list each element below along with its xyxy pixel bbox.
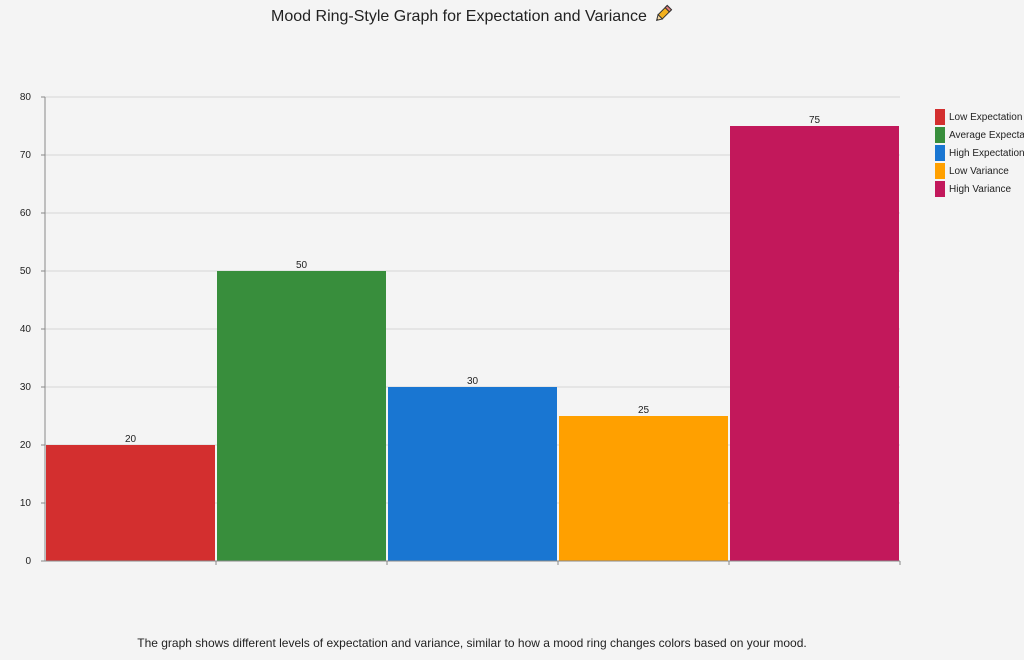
- y-tick-label: 50: [20, 266, 32, 277]
- legend-swatch: [935, 109, 945, 125]
- legend-swatch: [935, 181, 945, 197]
- bar-chart: 0 10 20 30 40 50 60 70 80 20 50 30 25 75: [20, 92, 901, 567]
- bar-value-label: 20: [125, 434, 137, 445]
- chart-title-row: Mood Ring-Style Graph for Expectation an…: [0, 4, 944, 29]
- legend-item: High Variance: [935, 180, 1024, 198]
- y-tick-label: 40: [20, 324, 32, 335]
- legend-label: Low Variance: [949, 165, 1009, 177]
- bar: [730, 126, 899, 561]
- bar-value-label: 50: [296, 260, 308, 271]
- bar: [388, 387, 557, 561]
- legend-label: Average Expectation: [949, 129, 1024, 141]
- chart-title: Mood Ring-Style Graph for Expectation an…: [271, 8, 647, 25]
- y-tick-label: 30: [20, 382, 32, 393]
- y-tick-label: 10: [20, 498, 32, 509]
- chart-legend: Low Expectation Average Expectation High E…: [935, 108, 1024, 198]
- legend-label: High Variance: [949, 183, 1012, 195]
- y-tick-label: 70: [20, 150, 32, 161]
- legend-label: High Expectation: [949, 147, 1024, 159]
- bar: [217, 271, 386, 561]
- bar: [46, 445, 215, 561]
- legend-swatch: [935, 163, 945, 179]
- bar-value-label: 75: [809, 115, 821, 126]
- bar-value-label: 25: [638, 405, 650, 416]
- legend-item: Average Expectation: [935, 126, 1024, 144]
- y-tick-label: 60: [20, 208, 32, 219]
- bar-value-label: 30: [467, 376, 479, 387]
- pencil-icon: [653, 4, 673, 29]
- y-tick-label: 20: [20, 440, 32, 451]
- legend-item: Low Expectation: [935, 108, 1024, 126]
- chart-caption: The graph shows different levels of expe…: [137, 636, 807, 650]
- legend-item: Low Variance: [935, 162, 1024, 180]
- legend-item: High Expectation: [935, 144, 1024, 162]
- y-tick-label: 80: [20, 92, 32, 103]
- legend-swatch: [935, 145, 945, 161]
- legend-swatch: [935, 127, 945, 143]
- y-tick-label: 0: [25, 556, 31, 567]
- bar: [559, 416, 728, 561]
- legend-label: Low Expectation: [949, 111, 1023, 123]
